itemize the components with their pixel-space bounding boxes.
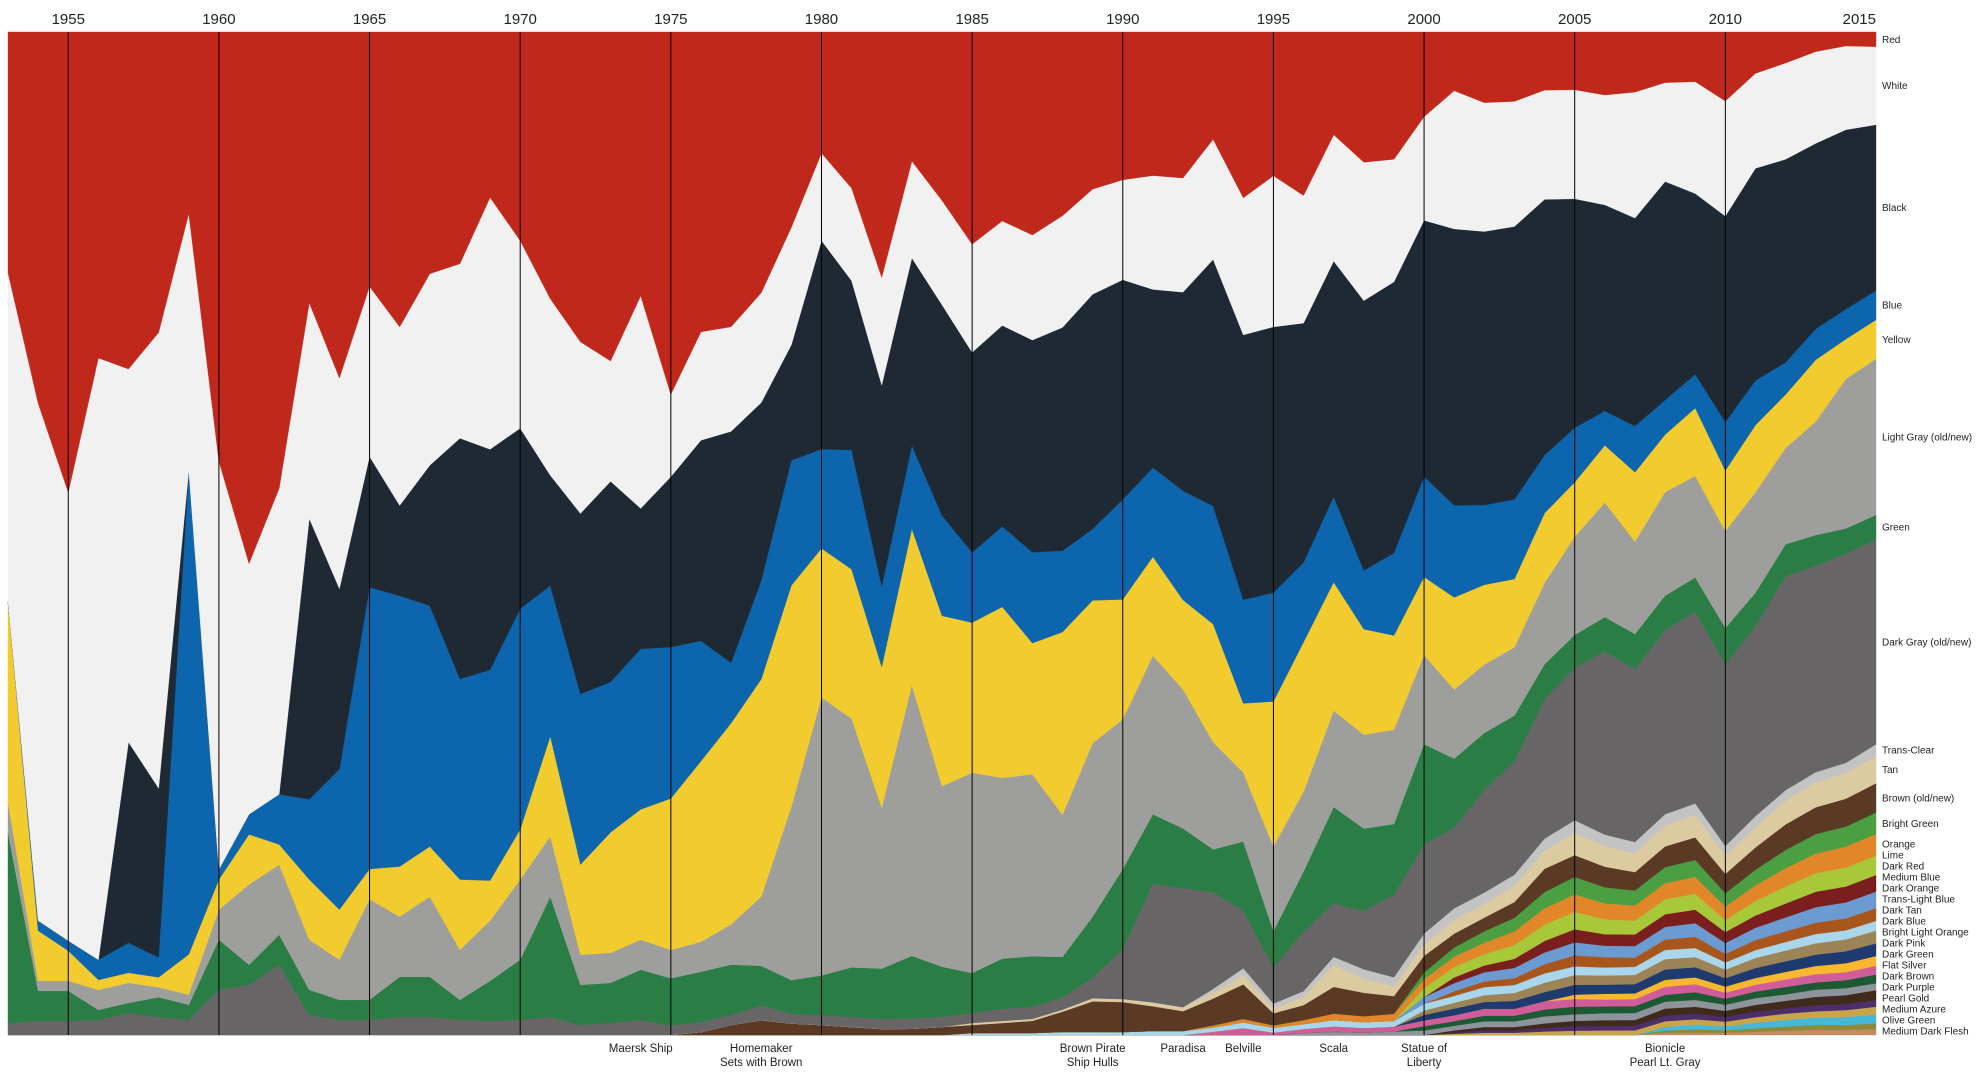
year-reference-lines <box>67 32 1726 1035</box>
x-tick-1965: 1965 <box>353 11 386 28</box>
annotation-statue-of: Statue of <box>1401 1043 1448 1055</box>
label-tan: Tan <box>1882 765 1898 776</box>
x-tick-1985: 1985 <box>955 11 988 28</box>
label-blue: Blue <box>1882 301 1902 312</box>
annotation-bionicle: Bionicle <box>1645 1043 1685 1055</box>
annotation-scala: Scala <box>1319 1043 1348 1055</box>
label-orange: Orange <box>1882 840 1916 851</box>
label-trans-clear: Trans-Clear <box>1882 746 1935 757</box>
annotation-line2-liberty: Liberty <box>1407 1057 1442 1069</box>
label-pearl-gold: Pearl Gold <box>1882 994 1929 1005</box>
label-light-gray-old-new-: Light Gray (old/new) <box>1882 432 1972 443</box>
label-red: Red <box>1882 35 1900 46</box>
label-yellow: Yellow <box>1882 335 1911 346</box>
label-olive-green: Olive Green <box>1882 1016 1935 1027</box>
label-black: Black <box>1882 203 1907 214</box>
x-tick-1970: 1970 <box>504 11 537 28</box>
annotation-line2-ship-hulls: Ship Hulls <box>1067 1057 1119 1069</box>
label-dark-orange: Dark Orange <box>1882 884 1940 895</box>
label-flat-silver: Flat Silver <box>1882 961 1927 972</box>
x-axis-ticks: 1955 1960 1965 1970 1975 1980 1985 1990 1995 2000… <box>52 11 1876 28</box>
x-tick-1990: 1990 <box>1106 11 1139 28</box>
label-dark-brown: Dark Brown <box>1882 972 1934 983</box>
label-medium-azure: Medium Azure <box>1882 1005 1946 1016</box>
x-tick-2005: 2005 <box>1558 11 1591 28</box>
x-tick-1975: 1975 <box>654 11 687 28</box>
label-trans-light-blue: Trans-Light Blue <box>1882 895 1955 906</box>
annotation-paradisa: Paradisa <box>1160 1043 1206 1055</box>
label-medium-blue: Medium Blue <box>1882 873 1941 884</box>
annotation-homemaker: Homemaker <box>730 1043 793 1055</box>
label-dark-green: Dark Green <box>1882 950 1934 961</box>
annotation-belville: Belville <box>1225 1043 1261 1055</box>
annotation-maersk-ship: Maersk Ship <box>609 1043 673 1055</box>
annotation-line2-pearl-lt-gray: Pearl Lt. Gray <box>1630 1057 1701 1069</box>
area-layers <box>7 31 1877 1036</box>
x-tick-2010: 2010 <box>1709 11 1742 28</box>
label-dark-red: Dark Red <box>1882 862 1924 873</box>
annotation-line2-sets-with-brown: Sets with Brown <box>720 1057 802 1069</box>
x-tick-2000: 2000 <box>1407 11 1440 28</box>
label-dark-blue: Dark Blue <box>1882 917 1926 928</box>
label-brown-old-new-: Brown (old/new) <box>1882 793 1954 804</box>
x-tick-1995: 1995 <box>1257 11 1290 28</box>
x-tick-1980: 1980 <box>805 11 838 28</box>
label-bright-light-orange: Bright Light Orange <box>1882 928 1969 939</box>
label-medium-dark-flesh: Medium Dark Flesh <box>1882 1027 1969 1038</box>
x-tick-1955: 1955 <box>52 11 85 28</box>
label-dark-gray-old-new-: Dark Gray (old/new) <box>1882 637 1971 648</box>
label-dark-tan: Dark Tan <box>1882 906 1922 917</box>
series-labels: Red White Black Blue Yellow Light Gray (old/n… <box>1882 35 1972 1038</box>
area-series-red <box>7 31 1877 565</box>
label-dark-purple: Dark Purple <box>1882 983 1935 994</box>
annotation-brown-pirate: Brown Pirate <box>1060 1043 1126 1055</box>
x-tick-1960: 1960 <box>202 11 235 28</box>
label-lime: Lime <box>1882 851 1904 862</box>
annotations: Maersk Ship Homemaker Sets with Brown Brown… <box>609 1043 1701 1069</box>
label-bright-green: Bright Green <box>1882 819 1939 830</box>
x-tick-2015: 2015 <box>1843 11 1876 28</box>
label-green: Green <box>1882 523 1910 534</box>
label-dark-pink: Dark Pink <box>1882 939 1926 950</box>
label-white: White <box>1882 81 1908 92</box>
